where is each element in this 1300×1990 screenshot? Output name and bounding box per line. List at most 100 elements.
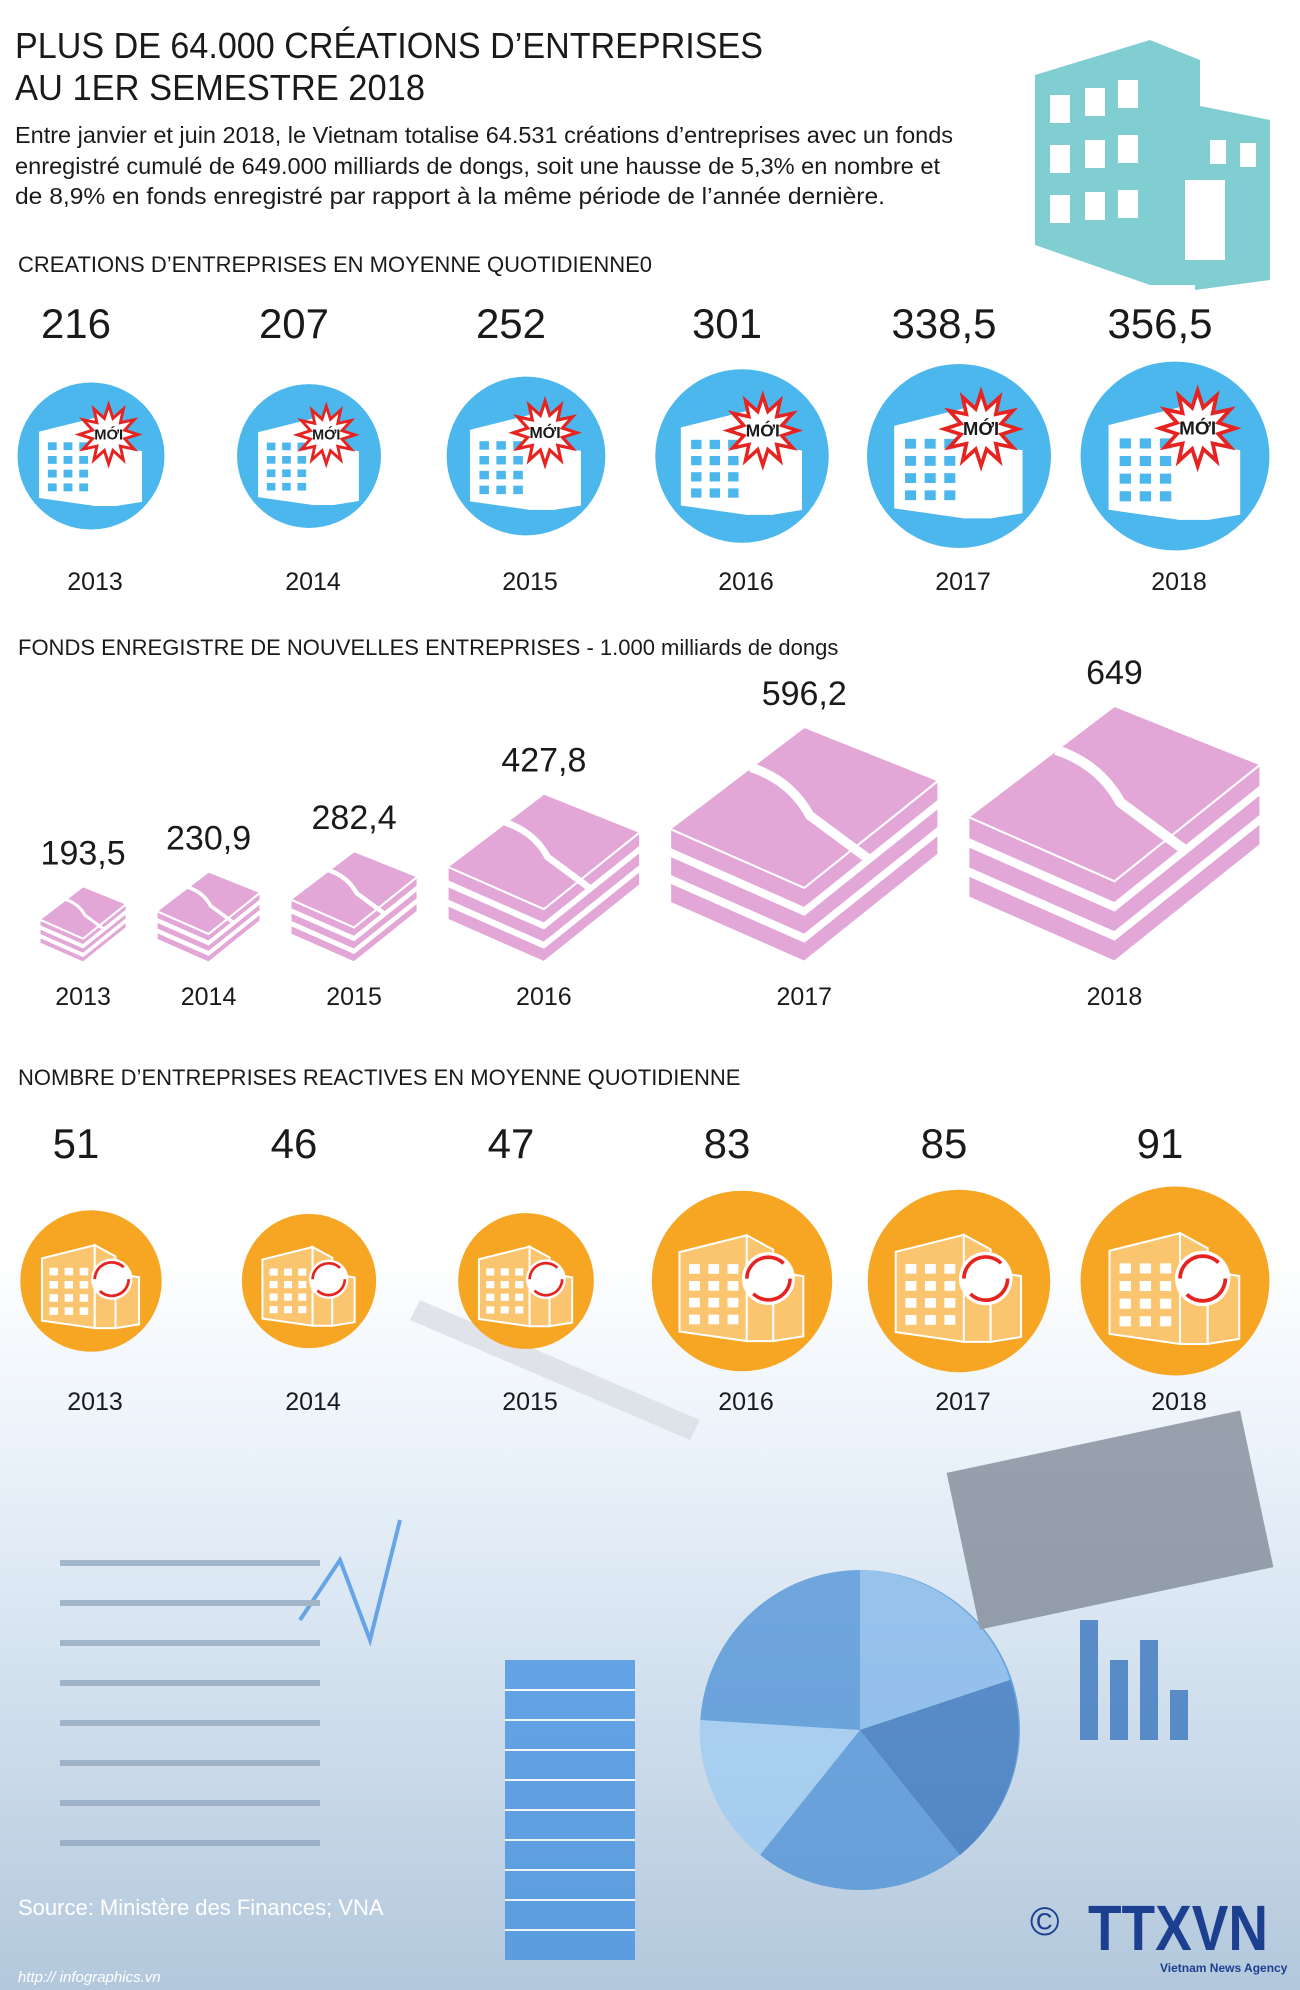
building-window xyxy=(924,1281,936,1291)
year-label: 2014 xyxy=(285,568,341,596)
year-label: 2015 xyxy=(502,1388,558,1416)
year-label: 2013 xyxy=(67,1388,123,1416)
badge-label: MỚI xyxy=(963,418,999,439)
building-window xyxy=(1159,1263,1172,1274)
year-label: 2016 xyxy=(516,983,572,1011)
value-label: 85 xyxy=(921,1120,968,1167)
bubble-item: 46 2014 xyxy=(241,1120,377,1416)
building-window xyxy=(515,1306,524,1314)
money-layer xyxy=(289,887,419,951)
building-window xyxy=(79,469,89,478)
year-label: 2015 xyxy=(502,568,558,596)
value-label: 649 xyxy=(1086,654,1143,692)
money-layer xyxy=(155,900,262,954)
building-window xyxy=(944,1298,956,1308)
year-label: 2017 xyxy=(776,983,832,1011)
building-icon xyxy=(332,447,359,506)
value-label: 51 xyxy=(53,1120,100,1167)
refresh-arrow xyxy=(316,1279,347,1297)
building-window xyxy=(905,456,917,466)
building-window xyxy=(297,482,307,491)
title-line: PLUS DE 64.000 CRÉATIONS D’ENTREPRISES xyxy=(15,25,763,66)
building-window xyxy=(944,1281,956,1291)
building-window xyxy=(47,456,57,464)
building-window xyxy=(1159,1298,1172,1309)
bubble-item: 301 MỚI 2016 xyxy=(655,300,829,596)
building-icon xyxy=(115,446,142,507)
year-label: 2014 xyxy=(181,983,237,1011)
value-label: 252 xyxy=(476,300,546,347)
building-window xyxy=(905,490,917,501)
building-window xyxy=(513,470,523,480)
badge-label: MỚI xyxy=(312,426,340,444)
refresh-badge xyxy=(742,1252,795,1306)
building-window xyxy=(1139,1281,1152,1292)
logo-tagline: Vietnam News Agency xyxy=(1160,1961,1288,1975)
building-window xyxy=(63,456,73,464)
bubble-item: 207 MỚI 2014 xyxy=(237,300,381,596)
building-window xyxy=(905,473,917,483)
building-window xyxy=(266,469,276,478)
building-window xyxy=(486,1306,495,1314)
badge-star xyxy=(74,400,143,469)
building-window xyxy=(500,1281,509,1289)
year-label: 2015 xyxy=(326,983,382,1011)
money-layer xyxy=(289,899,419,964)
building-window xyxy=(486,1281,495,1289)
building-window xyxy=(689,1281,700,1291)
building-window xyxy=(496,470,506,480)
building-window xyxy=(47,442,57,451)
building-window xyxy=(79,456,89,464)
building-window xyxy=(728,439,739,450)
building-window xyxy=(64,1281,74,1289)
building-window xyxy=(708,1314,720,1325)
money-layer xyxy=(446,868,642,964)
year-label: 2013 xyxy=(55,983,111,1011)
value-label: 83 xyxy=(704,1120,751,1167)
building-window xyxy=(49,1267,59,1276)
building-window xyxy=(728,472,739,482)
badge-star xyxy=(508,395,582,470)
building-window xyxy=(689,1297,700,1308)
building-window xyxy=(708,1297,720,1308)
money-band xyxy=(504,819,594,893)
building-window xyxy=(924,438,936,449)
value-label: 596,2 xyxy=(762,675,847,713)
section-title: NOMBRE D’ENTREPRISES REACTIVES EN MOYENN… xyxy=(18,1065,740,1090)
building-window xyxy=(298,1293,307,1301)
money-layer xyxy=(669,805,940,936)
refresh-badge xyxy=(959,1251,1013,1306)
building-window xyxy=(64,1294,74,1302)
building-window xyxy=(479,441,489,450)
value-label: 216 xyxy=(41,300,111,347)
money-layer xyxy=(669,832,940,963)
building-window xyxy=(486,1268,495,1276)
building-window xyxy=(924,473,936,483)
building-window xyxy=(1159,1316,1172,1327)
building-window xyxy=(479,470,489,480)
building-window xyxy=(905,1281,917,1291)
building-window xyxy=(49,1307,59,1315)
building-window xyxy=(79,442,89,451)
building-window xyxy=(924,490,936,501)
money-band xyxy=(187,885,236,925)
building-window xyxy=(1119,473,1131,484)
title-line: AU 1ER SEMESTRE 2018 xyxy=(15,67,425,108)
building-window xyxy=(1139,1263,1152,1274)
header-building-icon xyxy=(1035,40,1270,290)
bubble-item: 51 2013 xyxy=(20,1120,162,1416)
bubble-item: 252 MỚI 2015 xyxy=(446,300,606,596)
building-window xyxy=(944,1263,956,1274)
money-stack: 596,2 2017 xyxy=(668,675,941,1011)
money-stack: 649 2018 xyxy=(966,654,1263,1011)
building-window xyxy=(728,456,739,466)
building-window xyxy=(709,472,721,482)
building-window xyxy=(691,456,702,466)
building-window xyxy=(298,1281,307,1289)
building-window xyxy=(924,1315,936,1325)
building-window xyxy=(266,482,276,491)
building-window xyxy=(266,442,276,451)
building-window xyxy=(1119,1263,1131,1274)
bubble-item: 216 MỚI 2013 xyxy=(17,300,165,596)
building-window xyxy=(283,1293,292,1301)
